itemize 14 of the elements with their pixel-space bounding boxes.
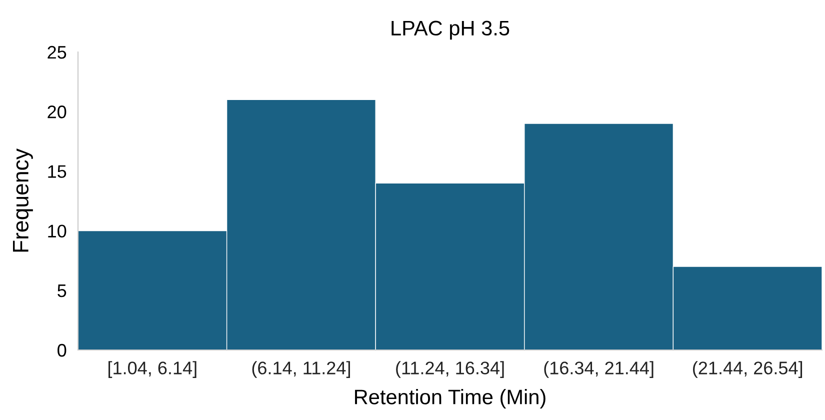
x-tick-label: (6.14, 11.24] xyxy=(252,361,350,378)
y-tick-label: 0 xyxy=(58,344,66,357)
y-tick-label: 5 xyxy=(58,284,66,298)
x-tick-label: [1.04, 6.14] xyxy=(108,361,196,378)
y-tick-label: 25 xyxy=(48,46,66,59)
x-tick-label: (16.34, 21.44] xyxy=(544,361,654,378)
y-axis-title: Frequency xyxy=(13,148,33,252)
chart-title: LPAC pH 3.5 xyxy=(392,20,510,40)
y-tick-label: 10 xyxy=(48,224,66,238)
y-tick-label: 15 xyxy=(48,165,66,178)
x-tick-label: (21.44, 26.54] xyxy=(693,361,802,378)
x-tick-label: (11.24, 16.34] xyxy=(396,361,504,378)
y-tick-label: 20 xyxy=(48,106,66,118)
x-axis-title: Retention Time (Min) xyxy=(355,389,546,408)
